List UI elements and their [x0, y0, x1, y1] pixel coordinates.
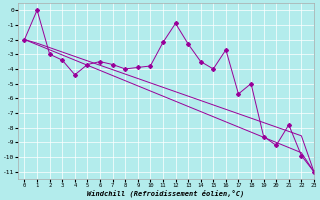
X-axis label: Windchill (Refroidissement éolien,°C): Windchill (Refroidissement éolien,°C): [87, 190, 245, 197]
